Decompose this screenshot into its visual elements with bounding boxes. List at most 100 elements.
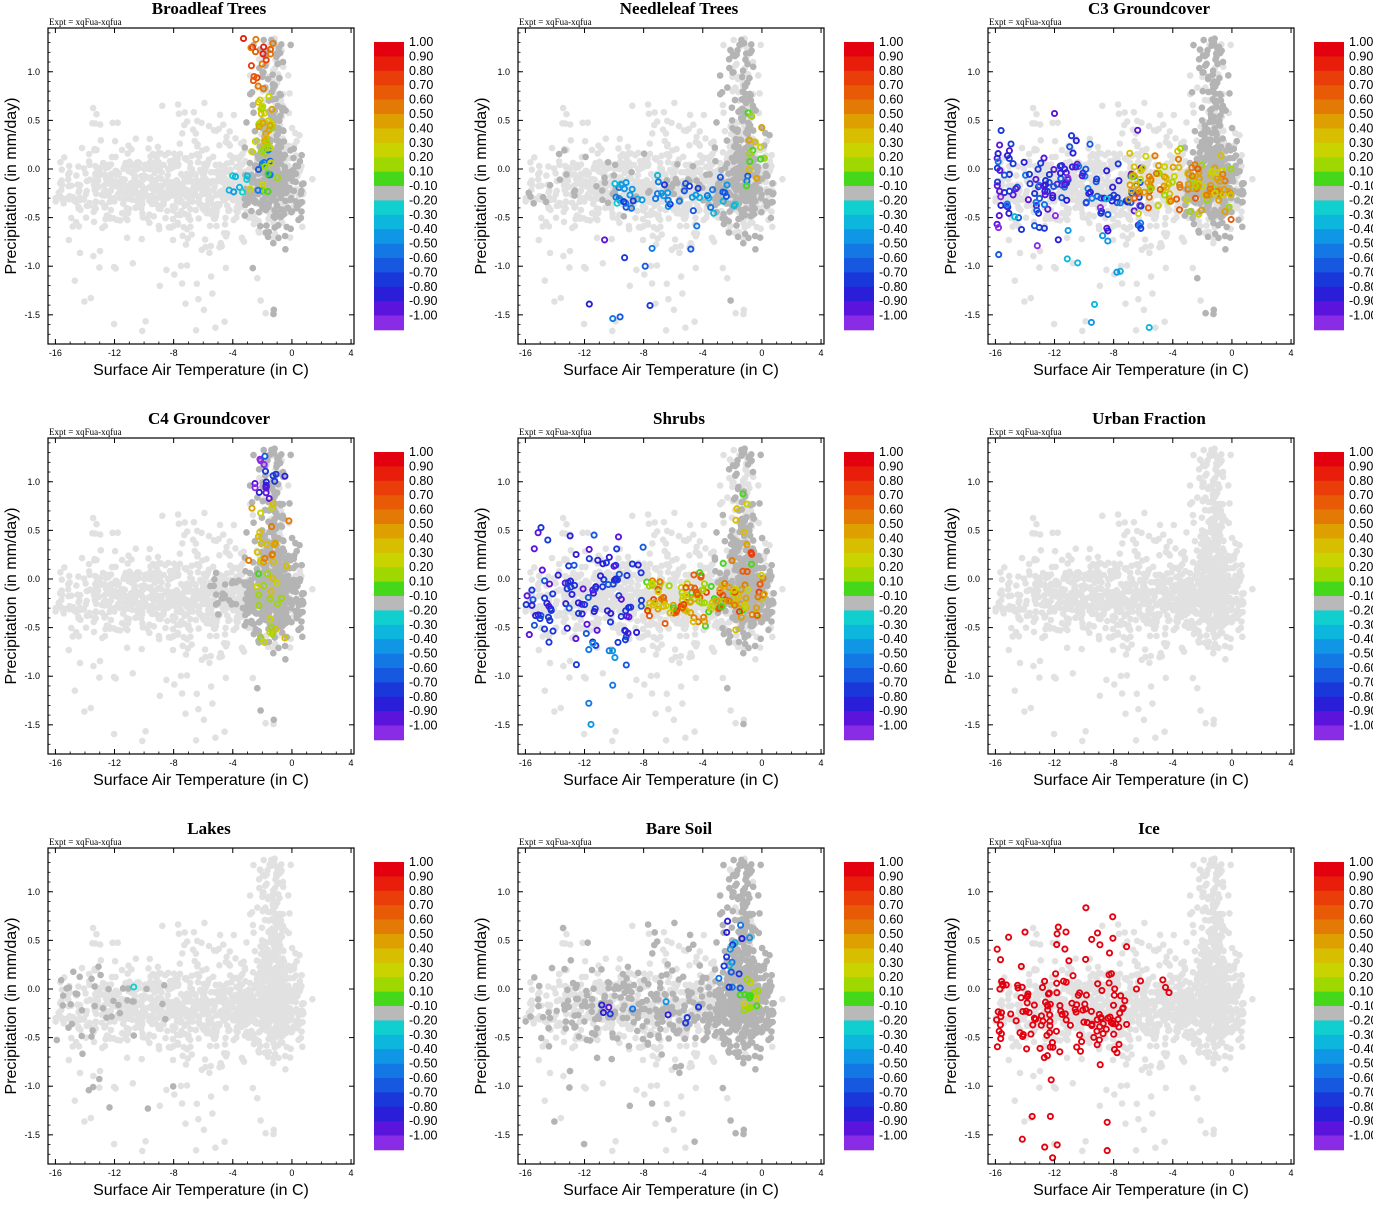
background-point [569, 225, 576, 232]
colorbar-swatch [844, 316, 874, 331]
neutral-point [744, 80, 751, 87]
background-point [52, 198, 59, 205]
background-point [201, 191, 208, 198]
background-point [128, 146, 135, 153]
background-point [299, 224, 306, 231]
background-point [152, 181, 159, 188]
background-point [172, 191, 179, 198]
background-point [691, 230, 698, 237]
background-point [663, 151, 670, 158]
y-tick-label: -1.5 [494, 310, 510, 320]
background-point [74, 181, 81, 188]
background-point [547, 250, 554, 257]
experiment-label: Expt = xqFua-xqfua [519, 17, 592, 27]
neutral-point [292, 179, 299, 186]
neutral-point [563, 171, 570, 178]
background-point [1125, 235, 1132, 242]
data-point [639, 197, 644, 202]
data-point [691, 208, 696, 213]
background-point [575, 176, 582, 183]
neutral-point [242, 212, 249, 219]
colorbar-label: -0.70 [409, 265, 438, 279]
background-point [527, 180, 534, 187]
neutral-point [290, 155, 297, 162]
background-point [86, 151, 93, 158]
background-point [698, 159, 705, 166]
background-point [1118, 171, 1125, 178]
background-point [181, 122, 188, 129]
background-point [257, 297, 264, 304]
background-point [194, 141, 201, 148]
background-point [185, 212, 192, 219]
background-point [635, 182, 642, 189]
neutral-point [242, 144, 249, 151]
background-point [179, 280, 186, 287]
background-point [637, 166, 644, 173]
background-point [142, 318, 149, 325]
background-point [73, 172, 80, 179]
background-point [90, 209, 97, 216]
background-point [657, 224, 664, 231]
data-point [612, 181, 617, 186]
neutral-point [740, 96, 747, 103]
colorbar-label: -0.50 [879, 237, 908, 251]
background-point [201, 100, 208, 107]
background-point [664, 118, 671, 125]
background-point [730, 37, 737, 44]
neutral-point [734, 150, 741, 157]
background-point [693, 139, 700, 146]
background-point [1167, 128, 1174, 135]
y-tick-label: -0.5 [24, 213, 40, 223]
neutral-point [732, 144, 739, 151]
background-point [1110, 223, 1117, 230]
data-point [241, 36, 246, 41]
background-point [1121, 224, 1128, 231]
background-point [1133, 151, 1140, 158]
background-point [651, 224, 658, 231]
background-point [97, 248, 104, 255]
background-point [138, 236, 145, 243]
background-point [225, 208, 232, 215]
colorbar: 1.000.900.800.700.600.500.400.300.200.10… [844, 35, 908, 330]
neutral-point [732, 97, 739, 104]
background-point [1017, 207, 1024, 214]
background-point [757, 42, 764, 49]
neutral-point [748, 41, 755, 48]
background-point [1194, 84, 1201, 91]
colorbar-swatch [844, 200, 874, 215]
x-axis-label: Surface Air Temperature (in C) [93, 362, 309, 379]
background-point [579, 183, 586, 190]
chart-title: Needleleaf Trees [620, 0, 739, 18]
background-point [654, 262, 661, 269]
colorbar-label: -0.10 [409, 179, 438, 193]
neutral-point [275, 60, 282, 67]
background-point [138, 205, 145, 212]
background-point [79, 145, 86, 152]
colorbar-label: -0.20 [409, 193, 438, 207]
x-tick-label: -12 [578, 348, 591, 358]
background-point [177, 140, 184, 147]
background-point [251, 221, 258, 228]
neutral-point [621, 213, 628, 220]
background-point [1117, 140, 1124, 147]
background-point [671, 100, 678, 107]
background-point [1049, 154, 1056, 161]
neutral-point [282, 233, 289, 240]
background-point [609, 328, 616, 335]
neutral-point [556, 151, 563, 158]
background-point [633, 267, 640, 274]
colorbar-swatch [374, 128, 404, 143]
experiment-label: Expt = xqFua-xqfua [989, 17, 1062, 27]
background-point [561, 219, 568, 226]
neutral-point [298, 215, 305, 222]
background-point [1072, 205, 1079, 212]
background-point [183, 241, 190, 248]
background-point [556, 162, 563, 169]
background-point [222, 221, 229, 228]
background-point [1151, 215, 1158, 222]
colorbar-swatch [844, 186, 874, 201]
neutral-point [269, 71, 276, 78]
neutral-point [727, 208, 734, 215]
